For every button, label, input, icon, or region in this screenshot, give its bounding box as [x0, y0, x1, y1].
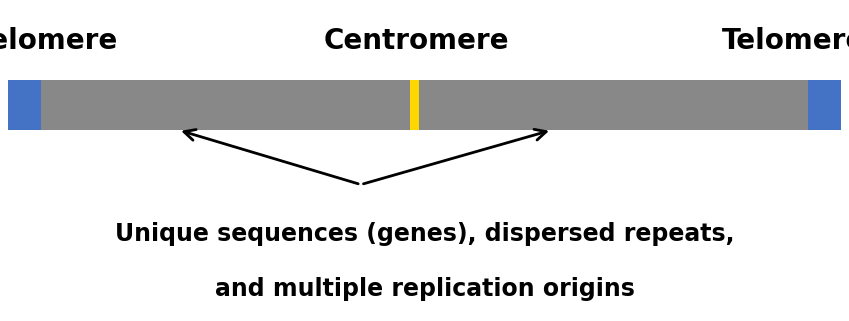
Bar — [8, 80, 41, 130]
Bar — [409, 80, 419, 130]
Bar — [8, 80, 841, 130]
Text: and multiple replication origins: and multiple replication origins — [215, 277, 634, 301]
Bar — [808, 80, 841, 130]
Text: Centromere: Centromere — [323, 27, 509, 55]
Text: Telomere: Telomere — [722, 27, 849, 55]
Text: Unique sequences (genes), dispersed repeats,: Unique sequences (genes), dispersed repe… — [115, 222, 734, 246]
Text: Telomere: Telomere — [0, 27, 118, 55]
